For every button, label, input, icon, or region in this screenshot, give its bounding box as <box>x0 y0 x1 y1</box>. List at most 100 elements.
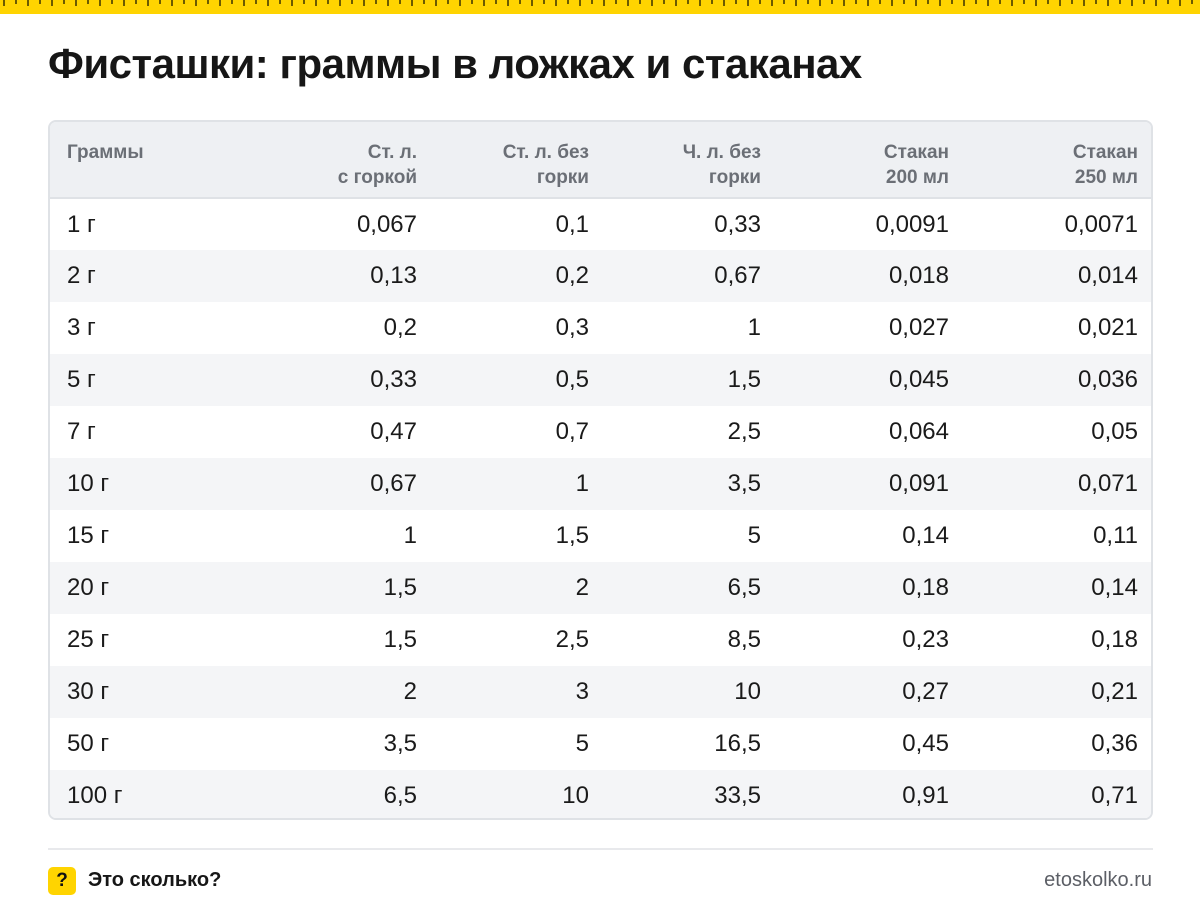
cell-grams: 15 г <box>67 522 110 549</box>
cell-grams: 25 г <box>67 626 110 653</box>
cell-tbsp-level: 0,5 <box>555 366 589 393</box>
page-title: Фисташки: граммы в ложках и стаканах <box>48 40 862 87</box>
cell-tbsp-level: 10 <box>562 782 589 809</box>
cell-cup-200: 0,23 <box>902 626 949 653</box>
cell-tsp-level: 0,67 <box>714 262 761 289</box>
cell-tsp-level: 5 <box>747 522 761 549</box>
cell-tbsp-heaped: 0,67 <box>370 470 417 497</box>
cell-cup-250: 0,071 <box>1077 470 1138 497</box>
cell-tbsp-level: 1,5 <box>555 522 589 549</box>
cell-tbsp-level: 1 <box>575 470 589 497</box>
cell-tbsp-level: 2,5 <box>555 626 589 653</box>
cell-cup-200: 0,027 <box>888 314 949 341</box>
cell-cup-250: 0,021 <box>1077 314 1138 341</box>
cell-grams: 30 г <box>67 678 110 705</box>
header-grams: Граммы <box>67 142 144 163</box>
cell-tsp-level: 8,5 <box>727 626 761 653</box>
cell-cup-200: 0,045 <box>888 366 949 393</box>
table-body: 1 г 0,067 0,1 0,33 0,0091 0,0071 2 г 0,13 0,2 0,6… <box>50 198 1151 818</box>
cell-grams: 5 г <box>67 366 96 393</box>
cell-grams: 1 г <box>67 210 96 238</box>
cell-tbsp-heaped: 1 <box>403 522 417 549</box>
cell-tsp-level: 2,5 <box>727 418 761 445</box>
header-tbsp-level: Ст. л. без горки <box>502 142 589 188</box>
cell-cup-200: 0,91 <box>902 782 949 809</box>
cell-cup-250: 0,05 <box>1091 418 1138 445</box>
cell-tbsp-level: 5 <box>575 730 589 757</box>
cell-tsp-level: 16,5 <box>714 730 761 757</box>
table-row: 2 г 0,13 0,2 0,67 0,018 0,014 <box>50 250 1151 302</box>
table-row: 100 г 6,5 10 33,5 0,91 0,71 <box>50 770 1151 818</box>
cell-cup-250: 0,36 <box>1091 730 1138 757</box>
cell-grams: 10 г <box>67 470 110 497</box>
logo-question-icon: ? <box>48 867 76 895</box>
cell-tbsp-heaped: 0,13 <box>370 262 417 289</box>
cell-tbsp-heaped: 2 <box>403 678 417 705</box>
cell-cup-200: 0,14 <box>902 522 949 549</box>
table-header: Граммы Ст. л. с горкой Ст. л. без горки … <box>50 122 1151 198</box>
cell-cup-200: 0,0091 <box>875 210 949 238</box>
cell-cup-250: 0,71 <box>1091 782 1138 809</box>
cell-tbsp-heaped: 0,33 <box>370 366 417 393</box>
cell-tbsp-level: 0,7 <box>555 418 589 445</box>
cell-grams: 7 г <box>67 418 96 445</box>
table-row: 30 г 2 3 10 0,27 0,21 <box>50 666 1151 718</box>
table-row: 15 г 1 1,5 5 0,14 0,11 <box>50 510 1151 562</box>
cell-cup-200: 0,27 <box>902 678 949 705</box>
cell-cup-250: 0,036 <box>1077 366 1138 393</box>
cell-tbsp-heaped: 3,5 <box>383 730 417 757</box>
table-row: 20 г 1,5 2 6,5 0,18 0,14 <box>50 562 1151 614</box>
cell-tbsp-heaped: 0,067 <box>356 210 417 238</box>
table-row: 25 г 1,5 2,5 8,5 0,23 0,18 <box>50 614 1151 666</box>
cell-tbsp-heaped: 6,5 <box>383 782 417 809</box>
cell-tbsp-level: 0,2 <box>555 262 589 289</box>
cell-tbsp-heaped: 0,47 <box>370 418 417 445</box>
cell-cup-200: 0,45 <box>902 730 949 757</box>
header-cup-250: Стакан 250 мл <box>1072 142 1138 188</box>
cell-cup-200: 0,064 <box>888 418 949 445</box>
cell-grams: 50 г <box>67 730 110 757</box>
cell-tbsp-level: 0,3 <box>555 314 589 341</box>
cell-cup-250: 0,0071 <box>1064 210 1138 238</box>
table-row: 50 г 3,5 5 16,5 0,45 0,36 <box>50 718 1151 770</box>
cell-tbsp-heaped: 1,5 <box>383 626 417 653</box>
table-row: 5 г 0,33 0,5 1,5 0,045 0,036 <box>50 354 1151 406</box>
ruler-ticks <box>3 0 1193 6</box>
cell-cup-250: 0,21 <box>1091 678 1138 705</box>
cell-cup-200: 0,018 <box>888 262 949 289</box>
cell-tsp-level: 33,5 <box>714 782 761 809</box>
cell-cup-250: 0,014 <box>1077 262 1138 289</box>
cell-tbsp-level: 2 <box>575 574 589 601</box>
cell-tbsp-heaped: 1,5 <box>383 574 417 601</box>
cell-tbsp-heaped: 0,2 <box>383 314 417 341</box>
logo-text: Это сколько? <box>88 869 222 891</box>
cell-grams: 100 г <box>67 782 123 809</box>
ruler-decoration <box>0 0 1200 14</box>
header-tbsp-heaped: Ст. л. с горкой <box>337 142 417 188</box>
table-row: 10 г 0,67 1 3,5 0,091 0,071 <box>50 458 1151 510</box>
table-row: 3 г 0,2 0,3 1 0,027 0,021 <box>50 302 1151 354</box>
table-row: 7 г 0,47 0,7 2,5 0,064 0,05 <box>50 406 1151 458</box>
cell-tsp-level: 6,5 <box>727 574 761 601</box>
cell-cup-250: 0,14 <box>1091 574 1138 601</box>
cell-tsp-level: 1,5 <box>727 366 761 393</box>
cell-tbsp-level: 0,1 <box>555 210 589 238</box>
cell-cup-200: 0,18 <box>902 574 949 601</box>
cell-cup-200: 0,091 <box>888 470 949 497</box>
cell-tsp-level: 0,33 <box>714 210 761 238</box>
cell-cup-250: 0,18 <box>1091 626 1138 653</box>
cell-cup-250: 0,11 <box>1093 522 1138 549</box>
table-row: 1 г 0,067 0,1 0,33 0,0091 0,0071 <box>50 198 1151 250</box>
conversion-table: Граммы Ст. л. с горкой Ст. л. без горки … <box>48 120 1153 820</box>
header-cup-200: Стакан 200 мл <box>883 142 949 188</box>
header-tsp-level: Ч. л. без горки <box>682 142 761 188</box>
cell-grams: 3 г <box>67 314 96 341</box>
cell-tsp-level: 10 <box>734 678 761 705</box>
cell-tsp-level: 3,5 <box>727 470 761 497</box>
cell-tsp-level: 1 <box>747 314 761 341</box>
cell-grams: 2 г <box>67 262 96 289</box>
footer-divider <box>48 848 1153 850</box>
site-link[interactable]: etoskolko.ru <box>1044 869 1152 891</box>
cell-grams: 20 г <box>67 574 110 601</box>
cell-tbsp-level: 3 <box>575 678 589 705</box>
